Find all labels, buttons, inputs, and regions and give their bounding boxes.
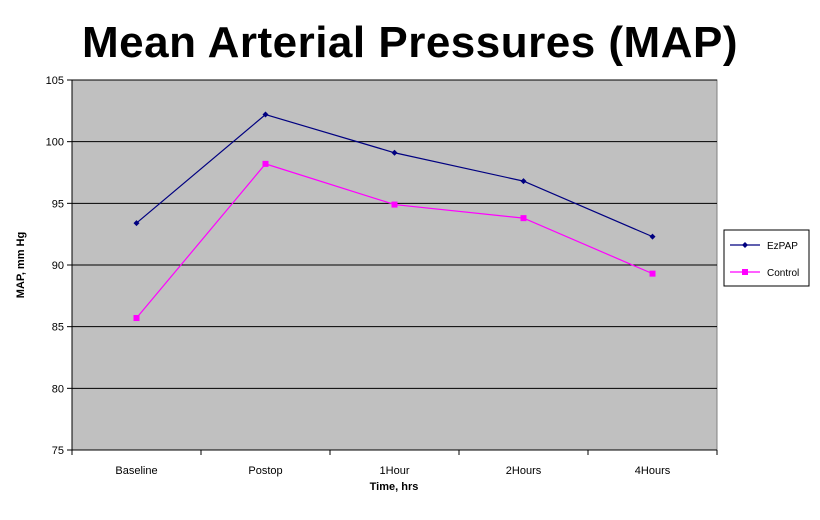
data-point-ezpap <box>262 111 269 118</box>
chart-title: Mean Arterial Pressures (MAP) <box>82 18 738 67</box>
y-tick-label: 90 <box>52 260 64 272</box>
data-point-ezpap <box>520 178 527 185</box>
data-point-control <box>520 215 527 222</box>
y-axis-label: MAP, mm Hg <box>15 232 27 298</box>
data-point-ezpap <box>133 220 140 227</box>
x-tick-label: 2Hours <box>506 465 542 477</box>
y-tick-label: 85 <box>52 322 64 334</box>
gridlines <box>72 79 717 389</box>
y-tick-label: 75 <box>52 445 64 457</box>
x-tick-label: 1Hour <box>380 465 410 477</box>
x-tick-label: Baseline <box>115 465 157 477</box>
data-point-control <box>262 160 269 167</box>
data-point-control <box>133 315 140 322</box>
legend-label-control: Control <box>767 268 799 279</box>
legend-marker-ezpap <box>742 242 748 248</box>
legend-label-ezpap: EzPAP <box>767 241 798 252</box>
x-axis-label: Time, hrs <box>370 481 419 493</box>
series-ezpap <box>133 111 656 240</box>
y-tick-labels: 75 80 85 90 95 100 105 <box>46 75 72 457</box>
data-point-control <box>649 270 656 277</box>
legend-marker-control <box>742 269 748 275</box>
y-tick-label: 100 <box>46 137 64 149</box>
x-tick-label: Postop <box>248 465 282 477</box>
y-tick-label: 95 <box>52 198 64 210</box>
x-tick-label: 4Hours <box>635 465 671 477</box>
data-point-ezpap <box>391 149 398 156</box>
legend: EzPAP Control <box>723 229 810 287</box>
data-point-control <box>391 201 398 208</box>
x-tick-labels: Baseline Postop 1Hour 2Hours 4Hours <box>71 450 718 477</box>
data-point-ezpap <box>649 233 656 240</box>
y-tick-label: 80 <box>52 383 64 395</box>
series-control <box>133 160 656 322</box>
legend-box <box>723 229 810 287</box>
y-tick-label: 105 <box>46 75 64 87</box>
series-lines <box>133 111 656 322</box>
